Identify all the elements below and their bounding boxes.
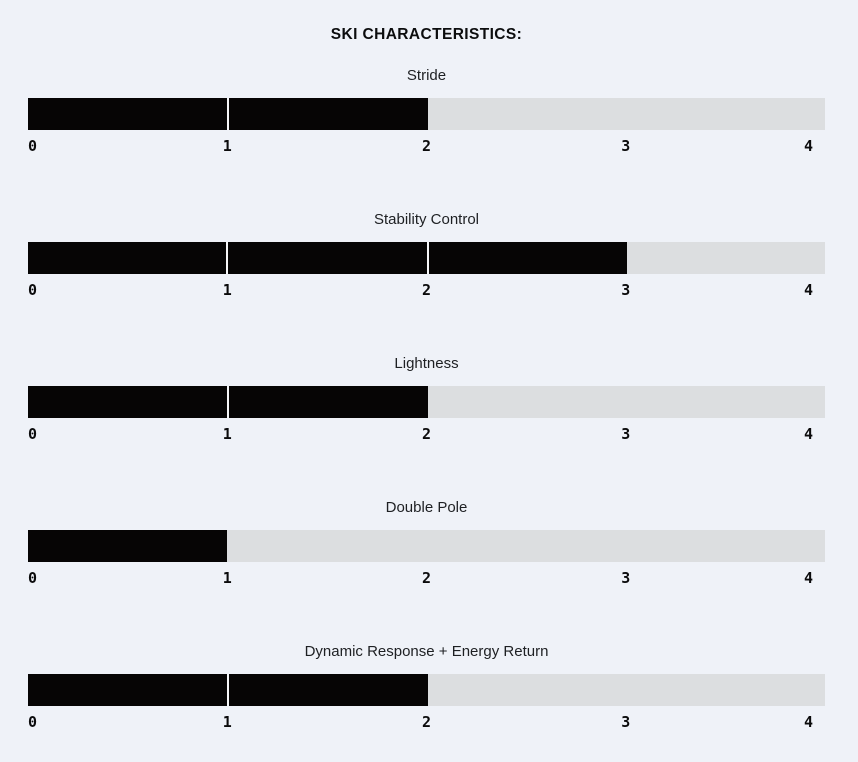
bar-segment-filled — [28, 674, 227, 706]
rating-section-lightness: Lightness 0 1 2 3 4 — [28, 354, 825, 442]
ski-characteristics-chart: SKI CHARACTERISTICS: Stride 0 1 2 3 4 Stabil… — [28, 26, 825, 730]
tick-label-4: 4 — [803, 713, 813, 731]
bar-segment-empty — [625, 530, 825, 562]
tick-label-2: 2 — [421, 425, 432, 443]
tick-label-2: 2 — [421, 137, 432, 155]
rating-label: Stability Control — [373, 211, 480, 228]
rating-label: Dynamic Response + Energy Return — [304, 643, 549, 660]
bar-segment-filled — [226, 242, 427, 274]
tick-label-4: 4 — [803, 425, 813, 443]
bar-segment-filled — [28, 242, 227, 274]
rating-section-stride: Stride 0 1 2 3 4 — [28, 66, 825, 154]
bar-segment-filled — [426, 242, 627, 274]
chart-title: SKI CHARACTERISTICS: — [330, 26, 523, 43]
tick-label-3: 3 — [621, 281, 631, 299]
axis-ticks: 0 1 2 3 4 — [28, 715, 825, 730]
tick-label-3: 3 — [621, 713, 631, 731]
rating-bar — [28, 674, 825, 706]
tick-label-0: 0 — [28, 569, 38, 587]
rating-bar — [28, 386, 825, 418]
bar-segment-empty — [626, 386, 825, 418]
bar-segment-filled — [226, 674, 428, 706]
bar-segment-empty — [626, 98, 825, 130]
rating-label: Double Pole — [385, 499, 468, 516]
tick-label-4: 4 — [803, 137, 813, 155]
tick-label-3: 3 — [621, 137, 631, 155]
axis-ticks: 0 1 2 3 4 — [28, 571, 825, 586]
rating-bar — [28, 530, 825, 562]
bar-segment-filled — [28, 98, 227, 130]
tick-label-4: 4 — [803, 281, 813, 299]
tick-label-3: 3 — [621, 569, 631, 587]
bar-segment-filled — [226, 98, 428, 130]
tick-label-2: 2 — [421, 281, 432, 299]
rating-label: Lightness — [394, 355, 459, 372]
tick-label-2: 2 — [421, 713, 432, 731]
rating-section-stability-control: Stability Control 0 1 2 3 4 — [28, 210, 825, 298]
rating-bar — [28, 98, 825, 130]
tick-label-1: 1 — [222, 425, 232, 443]
tick-label-0: 0 — [28, 425, 38, 443]
bar-segment-filled — [28, 530, 228, 562]
bar-segment-empty — [427, 386, 627, 418]
tick-label-1: 1 — [222, 569, 232, 587]
tick-label-4: 4 — [803, 569, 813, 587]
tick-label-0: 0 — [28, 713, 38, 731]
tick-label-3: 3 — [621, 425, 631, 443]
tick-label-1: 1 — [222, 713, 232, 731]
bar-segment-empty — [426, 530, 626, 562]
rating-bar — [28, 242, 825, 274]
axis-ticks: 0 1 2 3 4 — [28, 283, 825, 298]
rating-section-dynamic-response: Dynamic Response + Energy Return 0 1 2 3 4 — [28, 642, 825, 730]
tick-label-0: 0 — [28, 281, 38, 299]
tick-label-0: 0 — [28, 137, 38, 155]
bar-segment-filled — [28, 386, 227, 418]
axis-ticks: 0 1 2 3 4 — [28, 427, 825, 442]
tick-label-1: 1 — [222, 281, 232, 299]
tick-label-2: 2 — [421, 569, 432, 587]
rating-label: Stride — [406, 67, 447, 84]
bar-segment-empty — [227, 530, 427, 562]
bar-segment-empty — [626, 674, 825, 706]
rating-section-double-pole: Double Pole 0 1 2 3 4 — [28, 498, 825, 586]
axis-ticks: 0 1 2 3 4 — [28, 139, 825, 154]
bar-segment-empty — [427, 98, 627, 130]
bar-segment-filled — [226, 386, 428, 418]
tick-label-1: 1 — [222, 137, 232, 155]
bar-segment-empty — [427, 674, 627, 706]
bar-segment-empty — [626, 242, 825, 274]
